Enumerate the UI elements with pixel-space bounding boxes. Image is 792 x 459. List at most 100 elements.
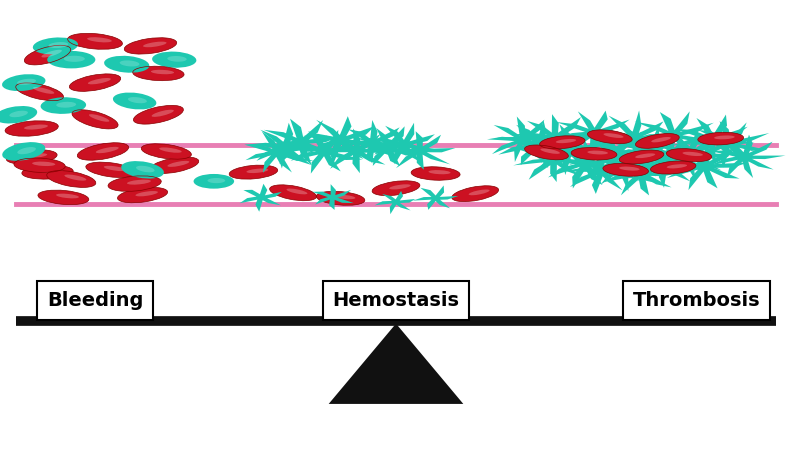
Ellipse shape <box>411 167 460 180</box>
Ellipse shape <box>151 110 173 117</box>
Polygon shape <box>540 139 626 189</box>
Ellipse shape <box>588 130 632 144</box>
Text: Bleeding: Bleeding <box>47 291 143 310</box>
Polygon shape <box>710 134 786 178</box>
Ellipse shape <box>651 137 671 142</box>
Ellipse shape <box>16 83 63 101</box>
Polygon shape <box>513 136 595 182</box>
Ellipse shape <box>70 74 120 91</box>
Ellipse shape <box>316 191 365 205</box>
Ellipse shape <box>193 174 234 189</box>
Ellipse shape <box>78 143 128 160</box>
Polygon shape <box>352 126 422 166</box>
Ellipse shape <box>714 135 735 139</box>
Ellipse shape <box>150 157 199 174</box>
Polygon shape <box>303 116 383 163</box>
Ellipse shape <box>151 70 174 74</box>
Ellipse shape <box>72 110 118 129</box>
Polygon shape <box>336 120 412 163</box>
Polygon shape <box>600 151 680 196</box>
Ellipse shape <box>88 78 111 84</box>
Ellipse shape <box>40 168 63 173</box>
Ellipse shape <box>104 166 126 171</box>
Polygon shape <box>245 123 326 168</box>
Polygon shape <box>384 131 455 170</box>
Polygon shape <box>685 121 769 168</box>
Ellipse shape <box>683 152 703 156</box>
Ellipse shape <box>124 38 177 54</box>
Polygon shape <box>366 123 440 164</box>
Ellipse shape <box>246 168 268 173</box>
Polygon shape <box>529 124 613 175</box>
Ellipse shape <box>135 191 158 196</box>
Ellipse shape <box>619 150 664 164</box>
Ellipse shape <box>698 132 744 145</box>
Ellipse shape <box>14 158 65 173</box>
Polygon shape <box>670 115 755 165</box>
Ellipse shape <box>540 148 560 154</box>
Polygon shape <box>555 111 634 156</box>
Ellipse shape <box>86 162 136 178</box>
Ellipse shape <box>333 195 356 199</box>
Ellipse shape <box>17 79 36 85</box>
Ellipse shape <box>588 151 608 154</box>
Polygon shape <box>290 130 363 174</box>
Ellipse shape <box>619 167 640 171</box>
Ellipse shape <box>556 139 577 143</box>
Ellipse shape <box>389 185 410 190</box>
Ellipse shape <box>47 171 96 187</box>
Ellipse shape <box>469 190 489 195</box>
Ellipse shape <box>48 42 68 48</box>
Ellipse shape <box>117 187 168 203</box>
Ellipse shape <box>89 114 109 122</box>
Ellipse shape <box>56 194 79 198</box>
Ellipse shape <box>33 87 55 94</box>
Ellipse shape <box>167 56 187 62</box>
Polygon shape <box>487 117 561 162</box>
Ellipse shape <box>10 111 28 117</box>
Ellipse shape <box>104 56 150 73</box>
Polygon shape <box>513 114 595 163</box>
Polygon shape <box>329 324 463 404</box>
Polygon shape <box>413 185 459 210</box>
Polygon shape <box>661 143 748 190</box>
FancyBboxPatch shape <box>16 145 776 204</box>
Polygon shape <box>568 126 652 178</box>
Ellipse shape <box>133 106 184 124</box>
Ellipse shape <box>63 56 85 62</box>
Ellipse shape <box>2 74 45 91</box>
Ellipse shape <box>40 97 86 114</box>
Polygon shape <box>312 184 354 210</box>
Polygon shape <box>623 139 707 188</box>
Ellipse shape <box>571 147 617 160</box>
Ellipse shape <box>603 163 649 176</box>
Ellipse shape <box>25 45 70 65</box>
Polygon shape <box>375 191 415 214</box>
Ellipse shape <box>152 51 196 68</box>
Ellipse shape <box>539 136 585 149</box>
Ellipse shape <box>113 93 156 109</box>
Ellipse shape <box>635 153 655 158</box>
Ellipse shape <box>128 97 147 103</box>
Ellipse shape <box>428 170 451 174</box>
Ellipse shape <box>41 50 62 57</box>
Ellipse shape <box>0 106 37 123</box>
Ellipse shape <box>143 42 166 47</box>
Ellipse shape <box>64 174 86 181</box>
Ellipse shape <box>524 145 569 160</box>
Ellipse shape <box>22 165 73 179</box>
Ellipse shape <box>287 189 307 194</box>
Ellipse shape <box>6 150 57 164</box>
Ellipse shape <box>25 153 48 158</box>
Polygon shape <box>240 184 282 212</box>
Ellipse shape <box>5 121 59 136</box>
Ellipse shape <box>120 61 139 67</box>
Ellipse shape <box>208 178 225 183</box>
Ellipse shape <box>167 161 189 167</box>
Ellipse shape <box>48 51 95 68</box>
Ellipse shape <box>136 166 154 172</box>
Ellipse shape <box>269 185 317 201</box>
Ellipse shape <box>604 133 623 138</box>
Ellipse shape <box>17 147 36 154</box>
Ellipse shape <box>141 144 192 159</box>
